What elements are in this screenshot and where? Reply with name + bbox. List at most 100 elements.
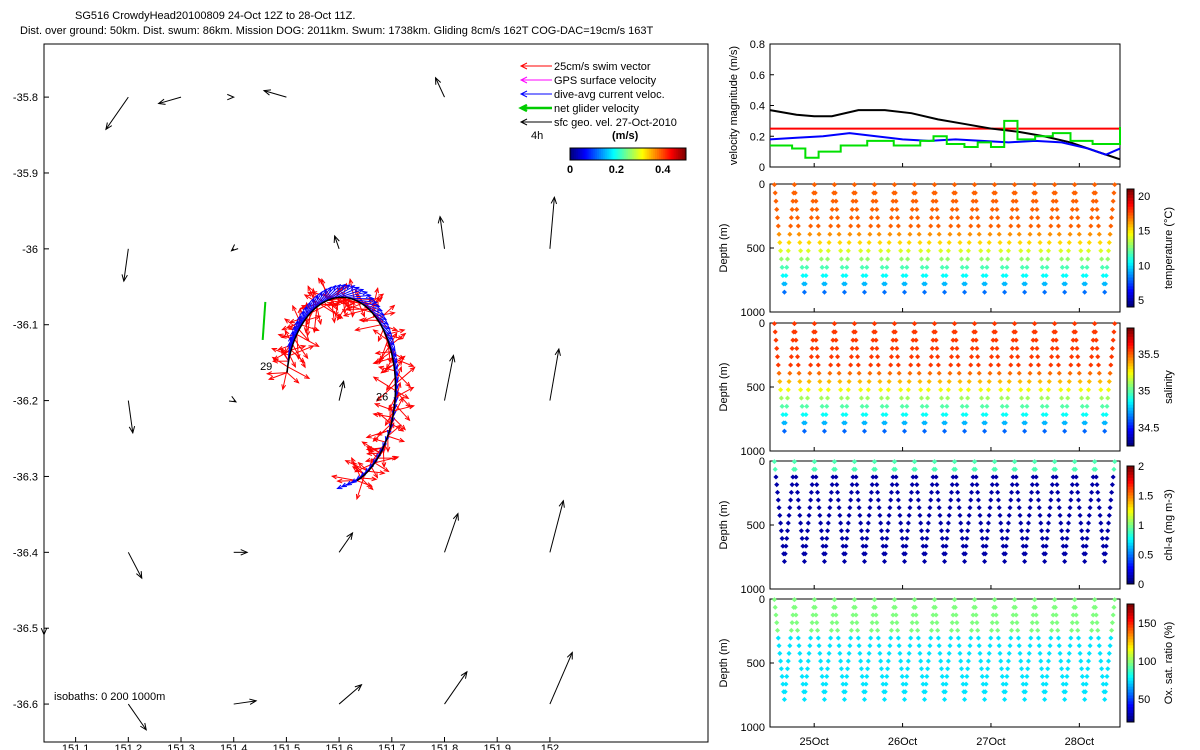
profile-point (874, 345, 880, 351)
map-colorbar-cell (610, 148, 614, 160)
profile-point (1092, 466, 1098, 472)
profile-point (813, 474, 819, 480)
depth-ylabel: Depth (m) (718, 224, 730, 273)
depth-colorbar-cell (1127, 615, 1134, 620)
profile-point (946, 378, 952, 385)
dac-vector-head (365, 293, 372, 299)
profile-point (875, 362, 881, 368)
dac-vector-head (374, 303, 381, 308)
profile-point (794, 620, 800, 626)
profile-point (798, 387, 804, 393)
profile-point (1043, 273, 1049, 279)
profile-point (1078, 248, 1084, 254)
swim-vector-head (307, 285, 313, 292)
profile-point (868, 489, 874, 495)
profile-point (816, 643, 822, 649)
sfc-arrow-head (558, 499, 565, 508)
sfc-arrow-head (354, 683, 363, 692)
profile-point (834, 620, 840, 626)
depth-colorbar-cell (1127, 262, 1134, 267)
profile-point (958, 520, 964, 526)
profile-point (982, 558, 988, 565)
profile-point (982, 689, 988, 695)
swim-vector (373, 357, 393, 364)
profile-point (1105, 520, 1112, 526)
profile-point (928, 627, 935, 633)
depth-colorbar-tick: 35.5 (1138, 349, 1159, 361)
swim-vector-head (330, 474, 338, 480)
swim-vector-head (358, 317, 365, 323)
sfc-arrow-head (333, 234, 340, 243)
profile-point (871, 459, 878, 465)
depth-colorbar-cell (1127, 633, 1134, 637)
profile-point (1052, 597, 1058, 603)
profile-point (1062, 551, 1068, 557)
depth-colorbar-cell (1127, 189, 1134, 193)
map-ytick-label: -36.3 (13, 471, 38, 483)
legend-label: sfc geo. vel. 27-Oct-2010 (554, 117, 677, 129)
profile-point (1039, 256, 1045, 262)
profile-point (1042, 551, 1048, 557)
swim-vector-head (391, 326, 399, 332)
profile-point (1024, 264, 1030, 270)
map-colorbar-cell (643, 148, 646, 160)
profile-point (869, 345, 875, 351)
profile-point (910, 612, 916, 618)
profile-point (1037, 239, 1043, 246)
profile-point (881, 696, 888, 703)
profile-point (823, 543, 829, 549)
depth-colorbar-cell (1127, 657, 1134, 661)
swim-vector-head (397, 359, 403, 366)
profile-point (973, 474, 979, 480)
dac-vector (320, 284, 341, 305)
profile-point (1110, 337, 1116, 343)
map-colorbar-cell (626, 148, 629, 160)
profile-point (1012, 459, 1018, 465)
profile-point (970, 474, 976, 480)
depth-colorbar-tick: 2 (1138, 461, 1144, 473)
profile-point (968, 354, 975, 360)
profile-point (1017, 378, 1023, 385)
map-xtick-label: 152 (541, 743, 559, 750)
profile-point (903, 543, 909, 549)
depth-colorbar-frame (1126, 465, 1135, 585)
profile-point (1105, 666, 1111, 672)
profile-point (998, 528, 1005, 534)
depth-ytick-label: 1000 (741, 446, 765, 458)
profile-point (889, 206, 895, 212)
profile-point (839, 403, 845, 409)
profile-point (838, 520, 844, 526)
profile-point (777, 512, 783, 518)
profile-point (1029, 489, 1035, 495)
swim-vector-head (283, 318, 290, 324)
profile-point (876, 370, 882, 376)
depth-colorbar-cell (1127, 522, 1134, 526)
profile-point (979, 403, 985, 409)
profile-point (984, 673, 990, 679)
swim-vector-head (354, 326, 361, 332)
depth-colorbar-cell (1127, 295, 1134, 299)
profile-point (925, 666, 931, 672)
profile-point (952, 329, 958, 335)
swim-vector (349, 279, 355, 300)
depth-colorbar-cell (1127, 698, 1134, 702)
profile-point (889, 345, 895, 351)
profile-point (845, 256, 851, 262)
profile-point (979, 535, 985, 541)
swim-vector-head (371, 476, 378, 482)
profile-point (882, 281, 888, 287)
profile-point (1009, 345, 1015, 351)
legend-arrowhead (519, 118, 528, 126)
profile-point (963, 543, 969, 549)
depth-colorbar-cell (1127, 695, 1134, 699)
depth-colorbar-cell (1127, 713, 1134, 717)
profile-point (1102, 696, 1108, 703)
swim-vector (383, 363, 395, 373)
profile-point (874, 620, 880, 626)
profile-point (1105, 256, 1111, 262)
swim-vector (289, 355, 296, 368)
profile-point (779, 673, 785, 679)
profile-point (1045, 248, 1052, 254)
depth-colorbar-cell (1127, 645, 1134, 649)
profile-point (1069, 354, 1075, 360)
